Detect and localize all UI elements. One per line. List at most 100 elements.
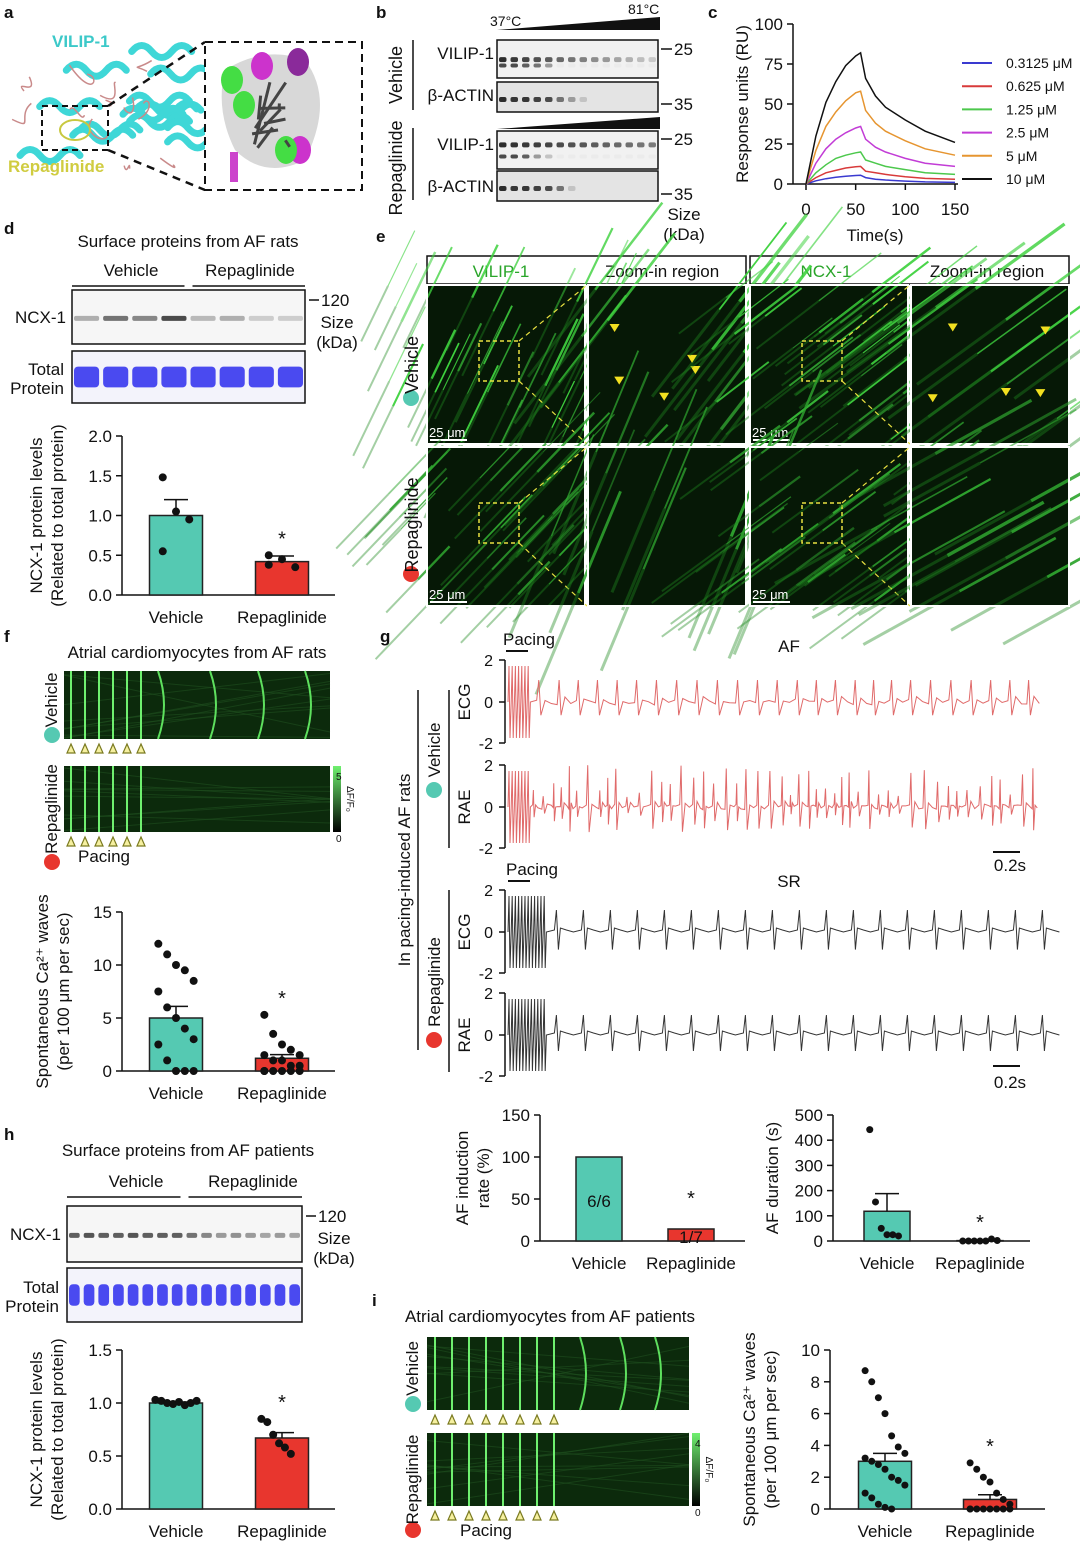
noise (426, 1345, 690, 1367)
fiber (822, 314, 863, 346)
fiber (599, 568, 645, 672)
fiber (842, 358, 905, 407)
y-axis-label: (Related to total protein) (48, 1338, 67, 1520)
pacing-marker (94, 835, 104, 847)
fiber (479, 444, 512, 479)
fiber (1011, 492, 1080, 534)
fiber (950, 575, 1048, 632)
category-label: Repaglinide (237, 1084, 327, 1103)
y-tick-label: -2 (479, 966, 493, 983)
band (637, 63, 645, 68)
fiber (882, 451, 981, 508)
fiber (848, 392, 904, 436)
fiber (670, 590, 716, 625)
category-label: Vehicle (860, 1254, 915, 1273)
bar-chart-3 (534, 1114, 745, 1242)
band-label: β-ACTIN (428, 86, 494, 105)
fiber (352, 380, 391, 457)
row-label-repaglinide: Repaglinide (403, 1435, 422, 1525)
fiber (540, 447, 576, 486)
fiber (725, 385, 790, 436)
size-marker: 120 (318, 1207, 346, 1226)
y-tick-label: 1.0 (88, 1394, 112, 1413)
x-tick-label: 150 (941, 200, 969, 219)
band (186, 1232, 198, 1238)
arrowhead-marker (690, 365, 701, 374)
pacing-marker (122, 835, 132, 847)
fiber (664, 401, 718, 443)
band (245, 1232, 256, 1238)
data-point (275, 1439, 284, 1448)
fiber (717, 505, 760, 538)
fiber (774, 528, 872, 585)
y-axis-label: AF induction (453, 1131, 472, 1226)
y-tick-label: 50 (511, 1190, 530, 1209)
band (648, 142, 656, 148)
legend-label: 5 μM (1006, 148, 1037, 164)
band (510, 97, 518, 102)
noise (426, 1365, 690, 1381)
scale-bar-label: 25 μm (429, 587, 465, 602)
repaglinide-dot (403, 566, 419, 582)
protein-band (132, 366, 158, 388)
size-unit: (kDa) (313, 1249, 355, 1268)
surface-patch (251, 52, 273, 80)
pacing-marker (464, 1509, 474, 1521)
trace-label: RAE (455, 1018, 474, 1053)
panel-label-c: c (708, 3, 717, 22)
fiber (974, 222, 1066, 290)
y-tick-label: 0.0 (88, 1500, 112, 1519)
category-label: Vehicle (149, 1084, 204, 1103)
data-point (861, 1367, 869, 1375)
fiber (417, 545, 451, 581)
fiber (822, 491, 877, 532)
data-point (874, 1500, 882, 1508)
band (579, 154, 587, 159)
y-axis-label: Spontaneous Ca²⁺ waves (740, 1332, 759, 1526)
zoom-guide (518, 446, 588, 504)
fiber (752, 347, 794, 380)
fiber (908, 510, 1006, 566)
blot-repaglinide-actin (496, 170, 659, 202)
band (556, 154, 564, 159)
band (522, 186, 530, 191)
fiber (540, 301, 578, 376)
band (556, 97, 564, 102)
noise (426, 1464, 690, 1505)
zoom-box (41, 105, 109, 151)
y-axis-label: AF duration (s) (763, 1122, 782, 1234)
data-point (979, 1473, 987, 1481)
data-point (278, 555, 286, 564)
fiber (678, 296, 727, 335)
fiber (610, 490, 656, 593)
pacing-marker (136, 835, 146, 847)
fiber (661, 543, 728, 593)
pacing-marker (481, 1413, 491, 1425)
group-label-vehicle: Vehicle (425, 723, 444, 778)
data-point (993, 1505, 1001, 1513)
fiber (914, 530, 1013, 587)
fiber (507, 535, 553, 639)
pacing-marker (80, 835, 90, 847)
temp-start: 37°C (490, 13, 521, 29)
y-tick-label: 2 (811, 1468, 820, 1487)
band (556, 57, 564, 63)
band (579, 142, 587, 148)
data-point (866, 1126, 874, 1134)
protein-band (274, 1284, 286, 1306)
series-line (805, 165, 956, 185)
band (568, 57, 576, 63)
fiber (576, 490, 622, 594)
band (499, 154, 507, 159)
band (568, 142, 576, 148)
fiber (832, 305, 886, 347)
surface-patch (233, 91, 255, 119)
fiber (976, 288, 1067, 355)
y-tick-label: 2 (484, 883, 493, 900)
fiber (521, 491, 579, 551)
band (614, 63, 622, 68)
data-point (874, 1394, 882, 1402)
fiber (387, 439, 442, 495)
scale-bar-label: 25 μm (429, 425, 465, 440)
y-tick-label: 0.0 (88, 586, 112, 605)
